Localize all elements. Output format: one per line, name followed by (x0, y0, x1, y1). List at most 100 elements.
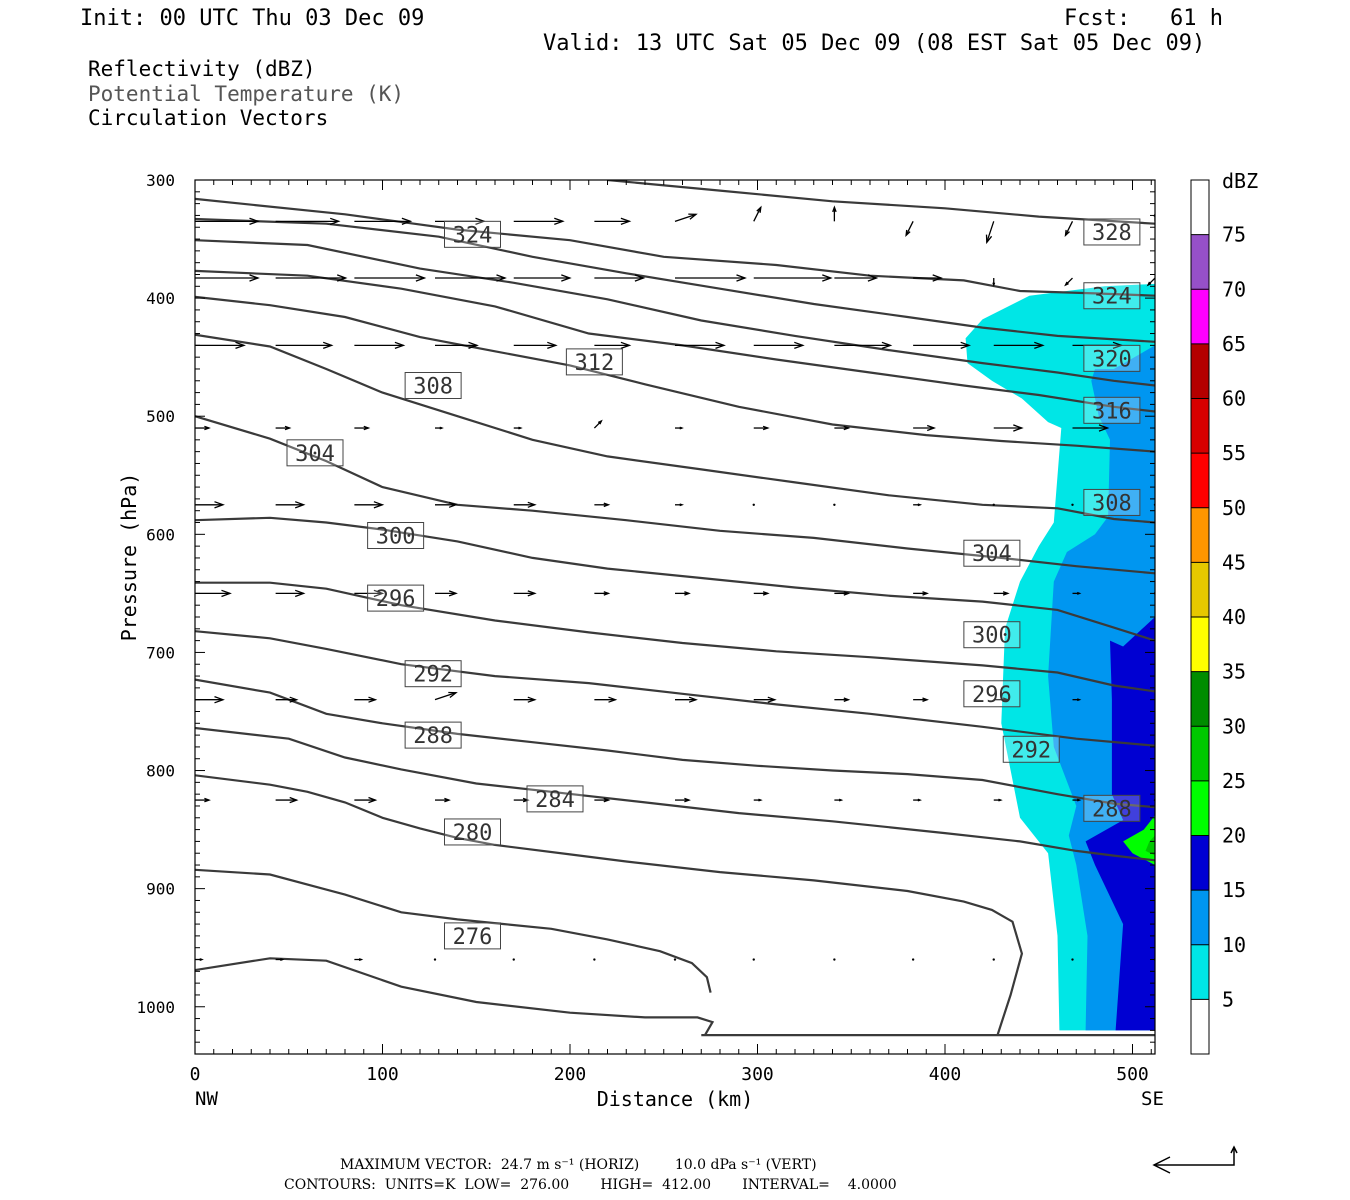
wind-vector-head (448, 590, 458, 597)
wind-vector-head (603, 591, 611, 596)
colorbar-segment (1191, 289, 1209, 344)
wind-vector-head (762, 425, 770, 431)
wind-vector-head (932, 274, 943, 282)
wind-vector (752, 958, 755, 961)
wind-vector-head (679, 426, 684, 430)
wind-vector-head (394, 341, 406, 350)
wind-vector-head (917, 503, 923, 507)
contour-label: 288 (413, 724, 453, 749)
wind-vector-head (527, 696, 537, 703)
wind-vector-head (527, 501, 537, 508)
reference-vector-icon (1152, 1156, 1171, 1174)
wind-vector-head (843, 425, 851, 431)
contour-label-box (1083, 794, 1141, 822)
wind-vector-head (603, 797, 611, 803)
wind-vector (1071, 958, 1074, 961)
wind-vector (434, 692, 457, 701)
contour-label-box (1083, 396, 1141, 424)
contour-label-box (286, 439, 344, 467)
contour-label: 296 (376, 587, 416, 612)
contour-label: 304 (972, 542, 1012, 567)
wind-vector-head (905, 229, 911, 237)
wind-vector-head (322, 341, 334, 350)
wind-vector-head (608, 696, 618, 703)
y-tick-label: 700 (146, 643, 175, 662)
wind-vector-head (280, 958, 285, 962)
colorbar-segment (1191, 944, 1209, 1000)
wind-vector-head (992, 282, 996, 287)
wind-vector-head (688, 696, 698, 703)
colorbar-label: 70 (1222, 277, 1246, 301)
x-tick-label: 0 (190, 1064, 201, 1085)
forecast-hour: Fcst: 61 h (1064, 6, 1223, 31)
wind-vector (833, 503, 836, 506)
field-reflectivity: Reflectivity (dBZ) (88, 57, 316, 81)
wind-vector-head (415, 274, 427, 282)
wind-vector-head (922, 591, 929, 596)
wind-vector-head (444, 797, 451, 803)
contour-label: 276 (453, 925, 493, 950)
wind-vector (753, 207, 762, 222)
wind-vector (752, 503, 755, 506)
field-potential-temperature: Potential Temperature (K) (88, 82, 405, 106)
contour-label: 316 (1092, 399, 1132, 424)
wind-vector-head (1182, 425, 1191, 431)
colorbar-segment (1191, 507, 1209, 563)
wind-vector-head (401, 217, 413, 226)
wind-vector (833, 958, 836, 961)
isentrope-300 (195, 516, 1155, 642)
wind-vector (1071, 503, 1074, 506)
wind-vector-head (336, 274, 348, 282)
wind-vector-head (496, 274, 507, 282)
wind-vector-head (736, 274, 747, 282)
colorbar-label: 50 (1222, 496, 1246, 520)
colorbar-segment (1191, 890, 1209, 945)
contour-label: 308 (1092, 491, 1132, 516)
wind-vector-head (1002, 697, 1010, 703)
colorbar-label: 25 (1222, 769, 1246, 793)
reflectivity-20-region (1123, 815, 1155, 865)
wind-vector-head (620, 341, 632, 350)
y-tick-label: 1000 (136, 998, 175, 1017)
wind-vector-head (684, 591, 691, 596)
wind-vector-head (439, 426, 444, 430)
colorbar-label: 60 (1222, 387, 1246, 411)
contour-label-box (963, 539, 1021, 567)
wind-vector-head (867, 274, 879, 282)
y-tick-label: 400 (146, 289, 175, 308)
wind-vector-head (214, 501, 225, 509)
contour-label-box (444, 818, 501, 846)
wind-vector-head (917, 798, 922, 802)
colorbar-label: 35 (1222, 660, 1246, 684)
contour-label-box (1083, 344, 1141, 372)
wind-vector-head (620, 217, 632, 226)
isentrope-292 (195, 630, 1155, 747)
wind-vector-head (294, 589, 306, 598)
wind-vector-head (294, 501, 306, 509)
contour-label-box (963, 680, 1021, 708)
contour-label: 300 (376, 525, 416, 550)
wind-vector (433, 958, 437, 961)
wind-vector-head (235, 341, 246, 350)
isentrope-324 (195, 217, 1155, 343)
contour-label: 320 (1092, 347, 1132, 372)
wind-vector-head (554, 217, 565, 226)
contour-label: 324 (453, 223, 493, 248)
isentrope-308 (195, 333, 1155, 524)
colorbar-segment (1191, 617, 1209, 672)
contour-label: 292 (413, 663, 453, 688)
wind-vector (593, 958, 596, 961)
contour-label: 296 (972, 683, 1012, 708)
wind-vector-head (368, 696, 378, 703)
isentrope-304 (195, 415, 1155, 575)
y-tick-label: 800 (146, 762, 175, 781)
x-tick-label: 300 (741, 1064, 774, 1085)
colorbar-label: 75 (1222, 223, 1246, 247)
x-end-label-nw: NW (195, 1088, 218, 1110)
y-tick-label: 600 (146, 525, 175, 544)
wind-vector-head (249, 274, 260, 282)
wind-vector-head (221, 589, 232, 598)
wind-vector-head (468, 341, 479, 350)
colorbar-segment (1191, 835, 1209, 891)
